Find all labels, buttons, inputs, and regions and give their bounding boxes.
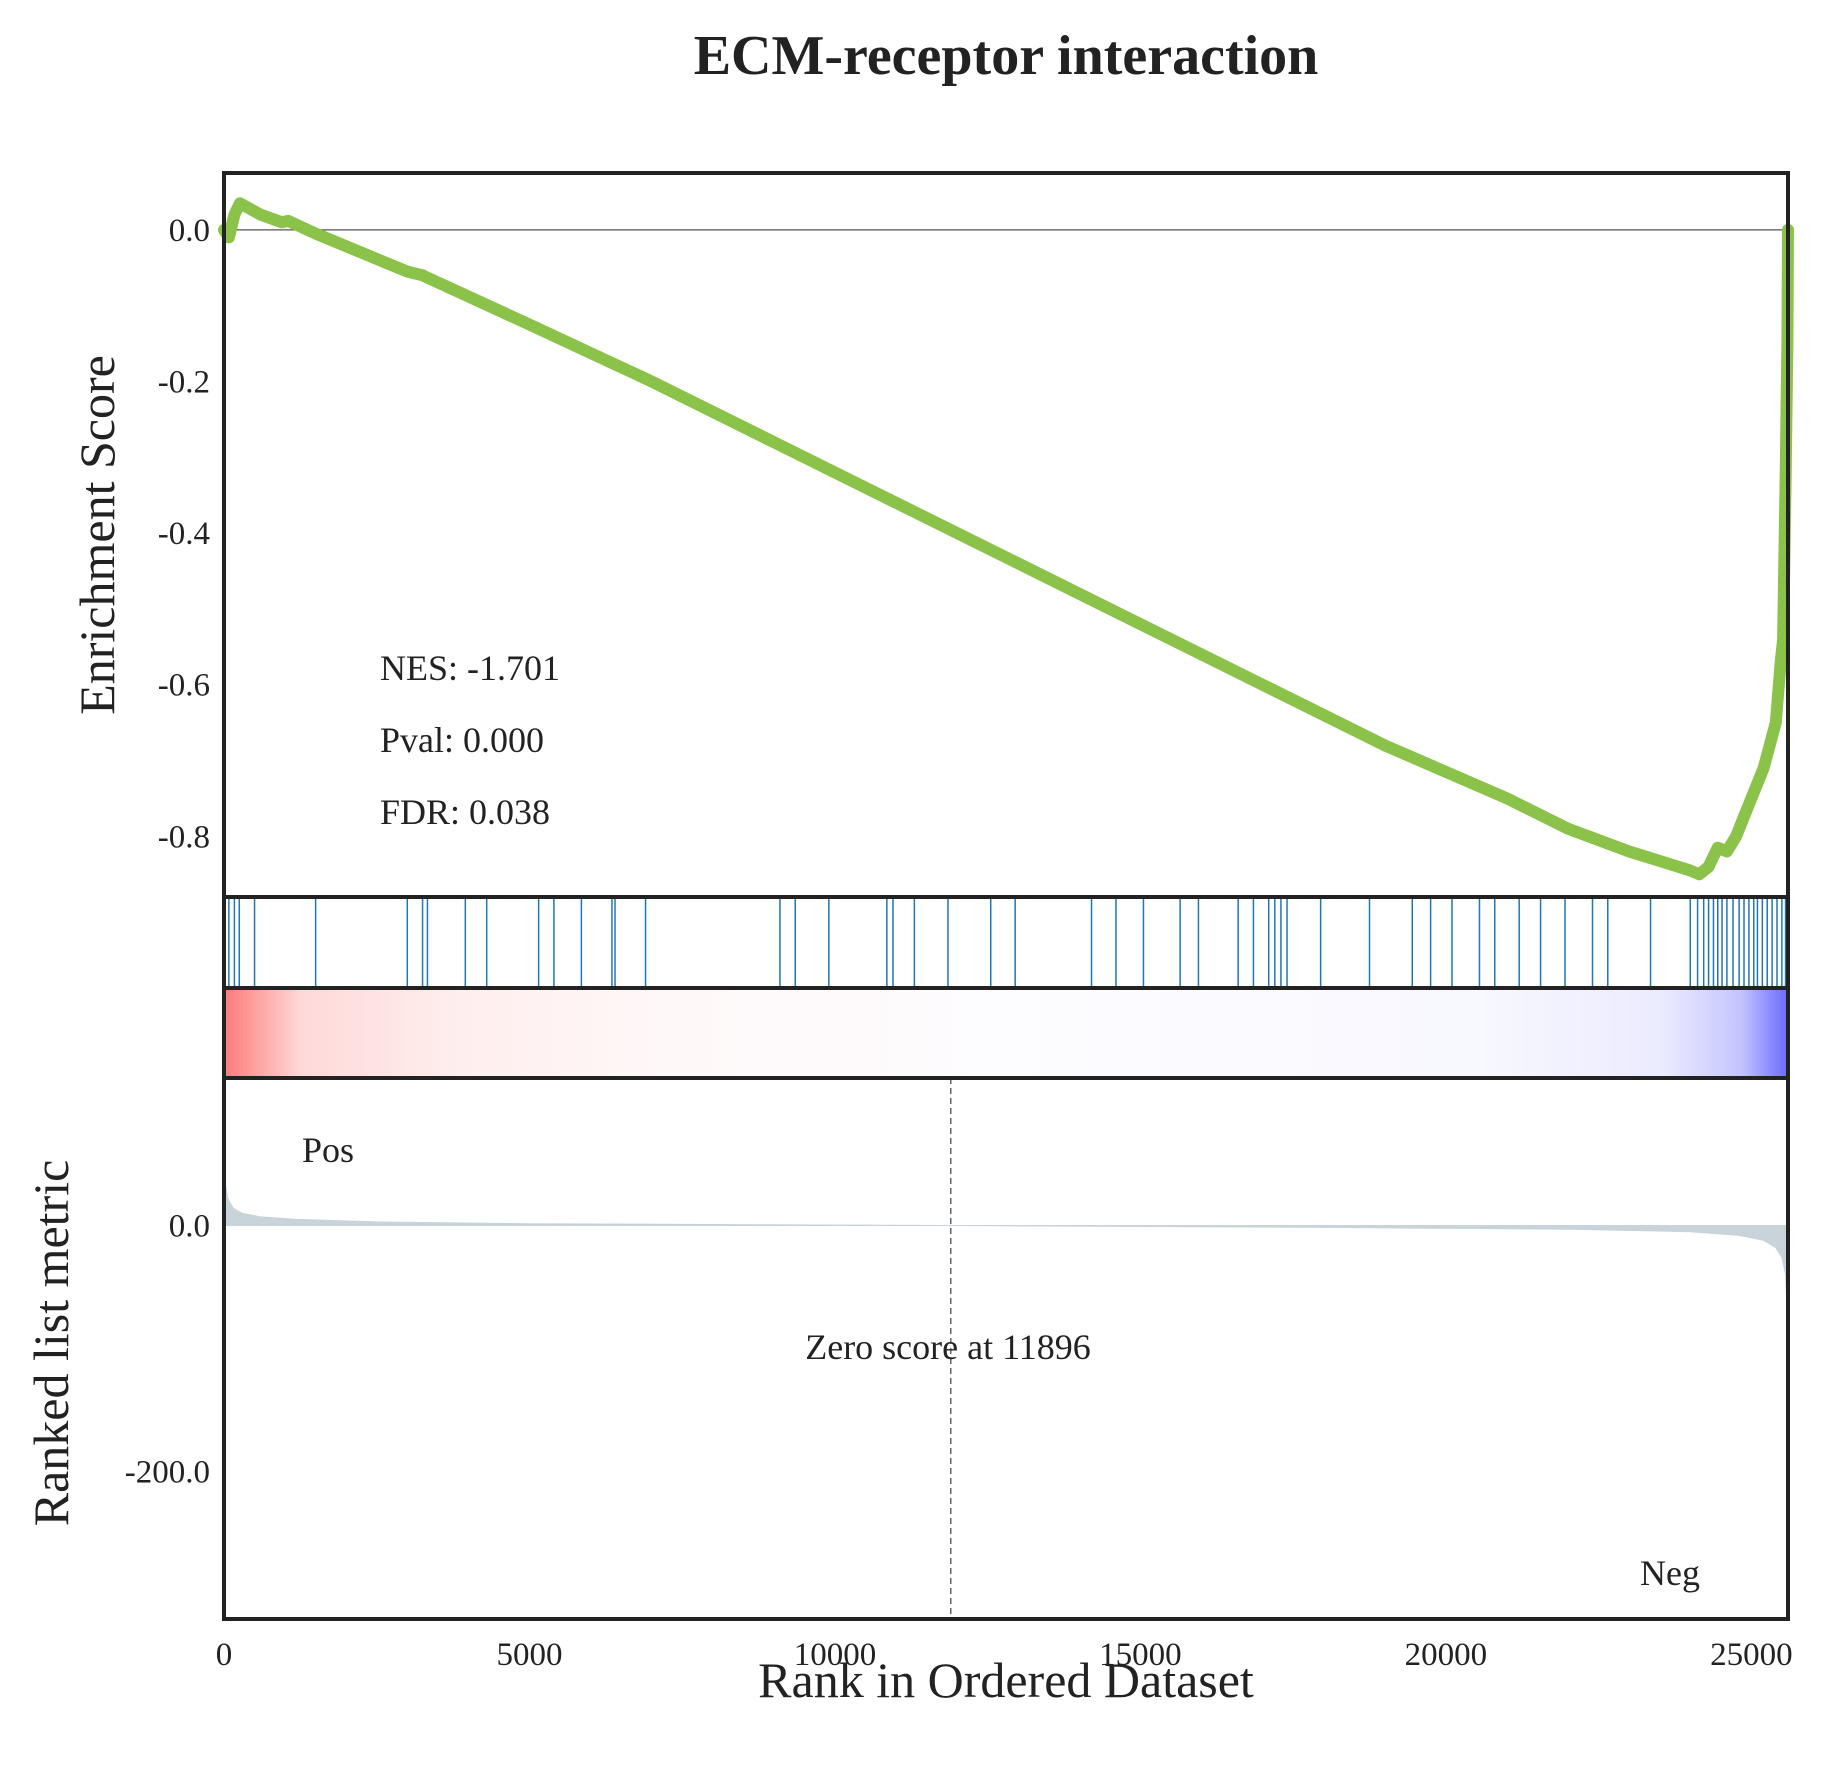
es-tick-label: -0.8 bbox=[158, 819, 210, 855]
es-panel-frame bbox=[222, 171, 1790, 899]
neg-label: Neg bbox=[1640, 1553, 1700, 1593]
es-tick-label: -0.2 bbox=[158, 364, 210, 400]
es-tick-label: 0.0 bbox=[169, 213, 210, 249]
es-tick-label: -0.6 bbox=[158, 668, 210, 704]
gene-hit-panel bbox=[228, 897, 1789, 988]
x-tick-label: 25000 bbox=[1710, 1637, 1793, 1673]
enrichment-score-panel bbox=[218, 197, 1794, 881]
hit-panel-frame bbox=[222, 895, 1790, 990]
es-tick-label: -0.4 bbox=[158, 516, 210, 552]
x-tick-label: 10000 bbox=[794, 1637, 877, 1673]
x-tick-label: 15000 bbox=[1099, 1637, 1182, 1673]
x-tick-label: 5000 bbox=[496, 1637, 562, 1673]
metric-tick-label: -200.0 bbox=[125, 1454, 210, 1490]
pval-text: Pval: 0.000 bbox=[380, 720, 544, 760]
pos-label: Pos bbox=[302, 1130, 354, 1170]
ranked-metric-area bbox=[223, 1157, 1789, 1337]
chart-title: ECM-receptor interaction bbox=[694, 25, 1319, 87]
x-axis-label: Rank in Ordered Dataset bbox=[758, 1652, 1254, 1708]
es-curve bbox=[218, 197, 1794, 881]
tick-labels: 0 5000 10000 15000 20000 25000 0.0 -0.2 -0.4 -0.6… bbox=[125, 213, 1793, 1673]
zero-score-label: Zero score at 11896 bbox=[805, 1327, 1091, 1367]
panel-frames bbox=[222, 171, 1790, 1621]
nes-text: NES: -1.701 bbox=[380, 648, 560, 688]
es-axis-label: Enrichment Score bbox=[69, 355, 125, 715]
fdr-text: FDR: 0.038 bbox=[380, 792, 550, 832]
metric-axis-label: Ranked list metric bbox=[23, 1160, 79, 1527]
metric-panel-frame bbox=[222, 1076, 1790, 1621]
ranked-metric-panel bbox=[223, 1078, 1789, 1619]
rank-gradient-bar bbox=[224, 988, 1788, 1078]
metric-tick-label: 0.0 bbox=[169, 1209, 210, 1245]
rank-gradient-panel bbox=[224, 988, 1788, 1078]
x-tick-label: 0 bbox=[216, 1637, 233, 1673]
x-tick-label: 20000 bbox=[1405, 1637, 1488, 1673]
